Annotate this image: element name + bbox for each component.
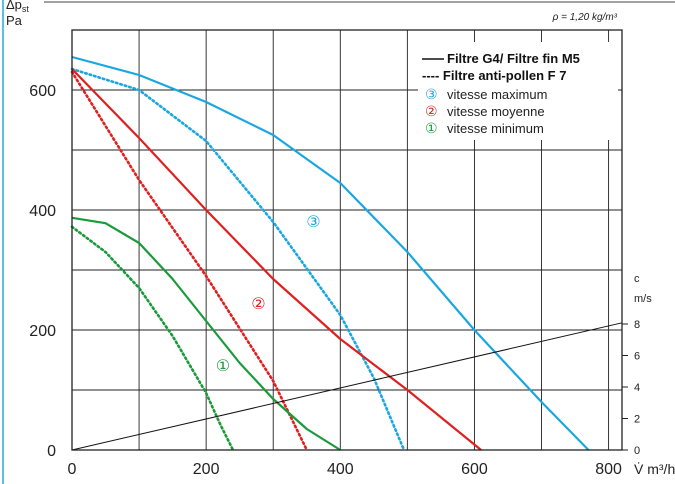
curve-marker: ② (251, 294, 265, 313)
series-line (70, 70, 309, 452)
legend-speed-marker: ② (425, 104, 438, 120)
y-tick-label: 600 (29, 83, 56, 100)
curve-marker: ① (216, 356, 230, 375)
y-axis-unit: Pa (6, 13, 23, 28)
x-tick-label: 600 (461, 461, 488, 478)
plot-border (71, 29, 623, 451)
y-tick-label: 0 (47, 443, 56, 460)
grid (72, 30, 622, 450)
velocity-tick-label: 6 (634, 351, 640, 363)
velocity-axis-symbol: c (634, 273, 640, 285)
series-line (71, 216, 341, 451)
curve-marker: ③ (306, 212, 320, 231)
legend-speed-label: vitesse maximum (447, 87, 547, 102)
velocity-tick-label: 8 (634, 319, 640, 331)
legend-background (418, 42, 618, 140)
curves: ③②① (70, 55, 623, 452)
y-tick-label: 400 (29, 203, 56, 220)
series-line (71, 55, 590, 451)
tick-labels: 0 200 400 600 0 200 400 600 800 0 2 4 6 8 (29, 83, 640, 478)
legend-speed-marker: ① (425, 121, 438, 137)
x-tick-label: 800 (595, 461, 622, 478)
series-line (71, 68, 482, 451)
x-tick-label: 400 (327, 461, 354, 478)
legend-speed-marker: ③ (425, 87, 438, 103)
series-line (70, 67, 406, 452)
legend-solid-label: Filtre G4/ Filtre fin M5 (447, 51, 580, 66)
x-tick-label: 0 (68, 461, 77, 478)
velocity-tick-label: 2 (634, 414, 640, 426)
x-axis-unit-label: V̇ m³/h (634, 461, 675, 477)
y-tick-label: 200 (29, 323, 56, 340)
y-axis-symbol: Δpst (6, 0, 29, 14)
velocity-tick-label: 0 (634, 445, 640, 457)
legend-speed-label: vitesse moyenne (447, 104, 545, 119)
series-line (70, 225, 235, 452)
series-line (71, 322, 623, 451)
legend-dashed-label: ---- Filtre anti-pollen F 7 (422, 68, 566, 83)
legend: Filtre G4/ Filtre fin M5 ---- Filtre ant… (418, 42, 618, 140)
velocity-tick-label: 4 (634, 382, 640, 394)
velocity-axis-unit: m/s (634, 293, 652, 305)
legend-speed-label: vitesse minimum (447, 121, 544, 136)
density-label: ρ = 1,20 kg/m³ (552, 12, 618, 23)
x-tick-label: 200 (193, 461, 220, 478)
